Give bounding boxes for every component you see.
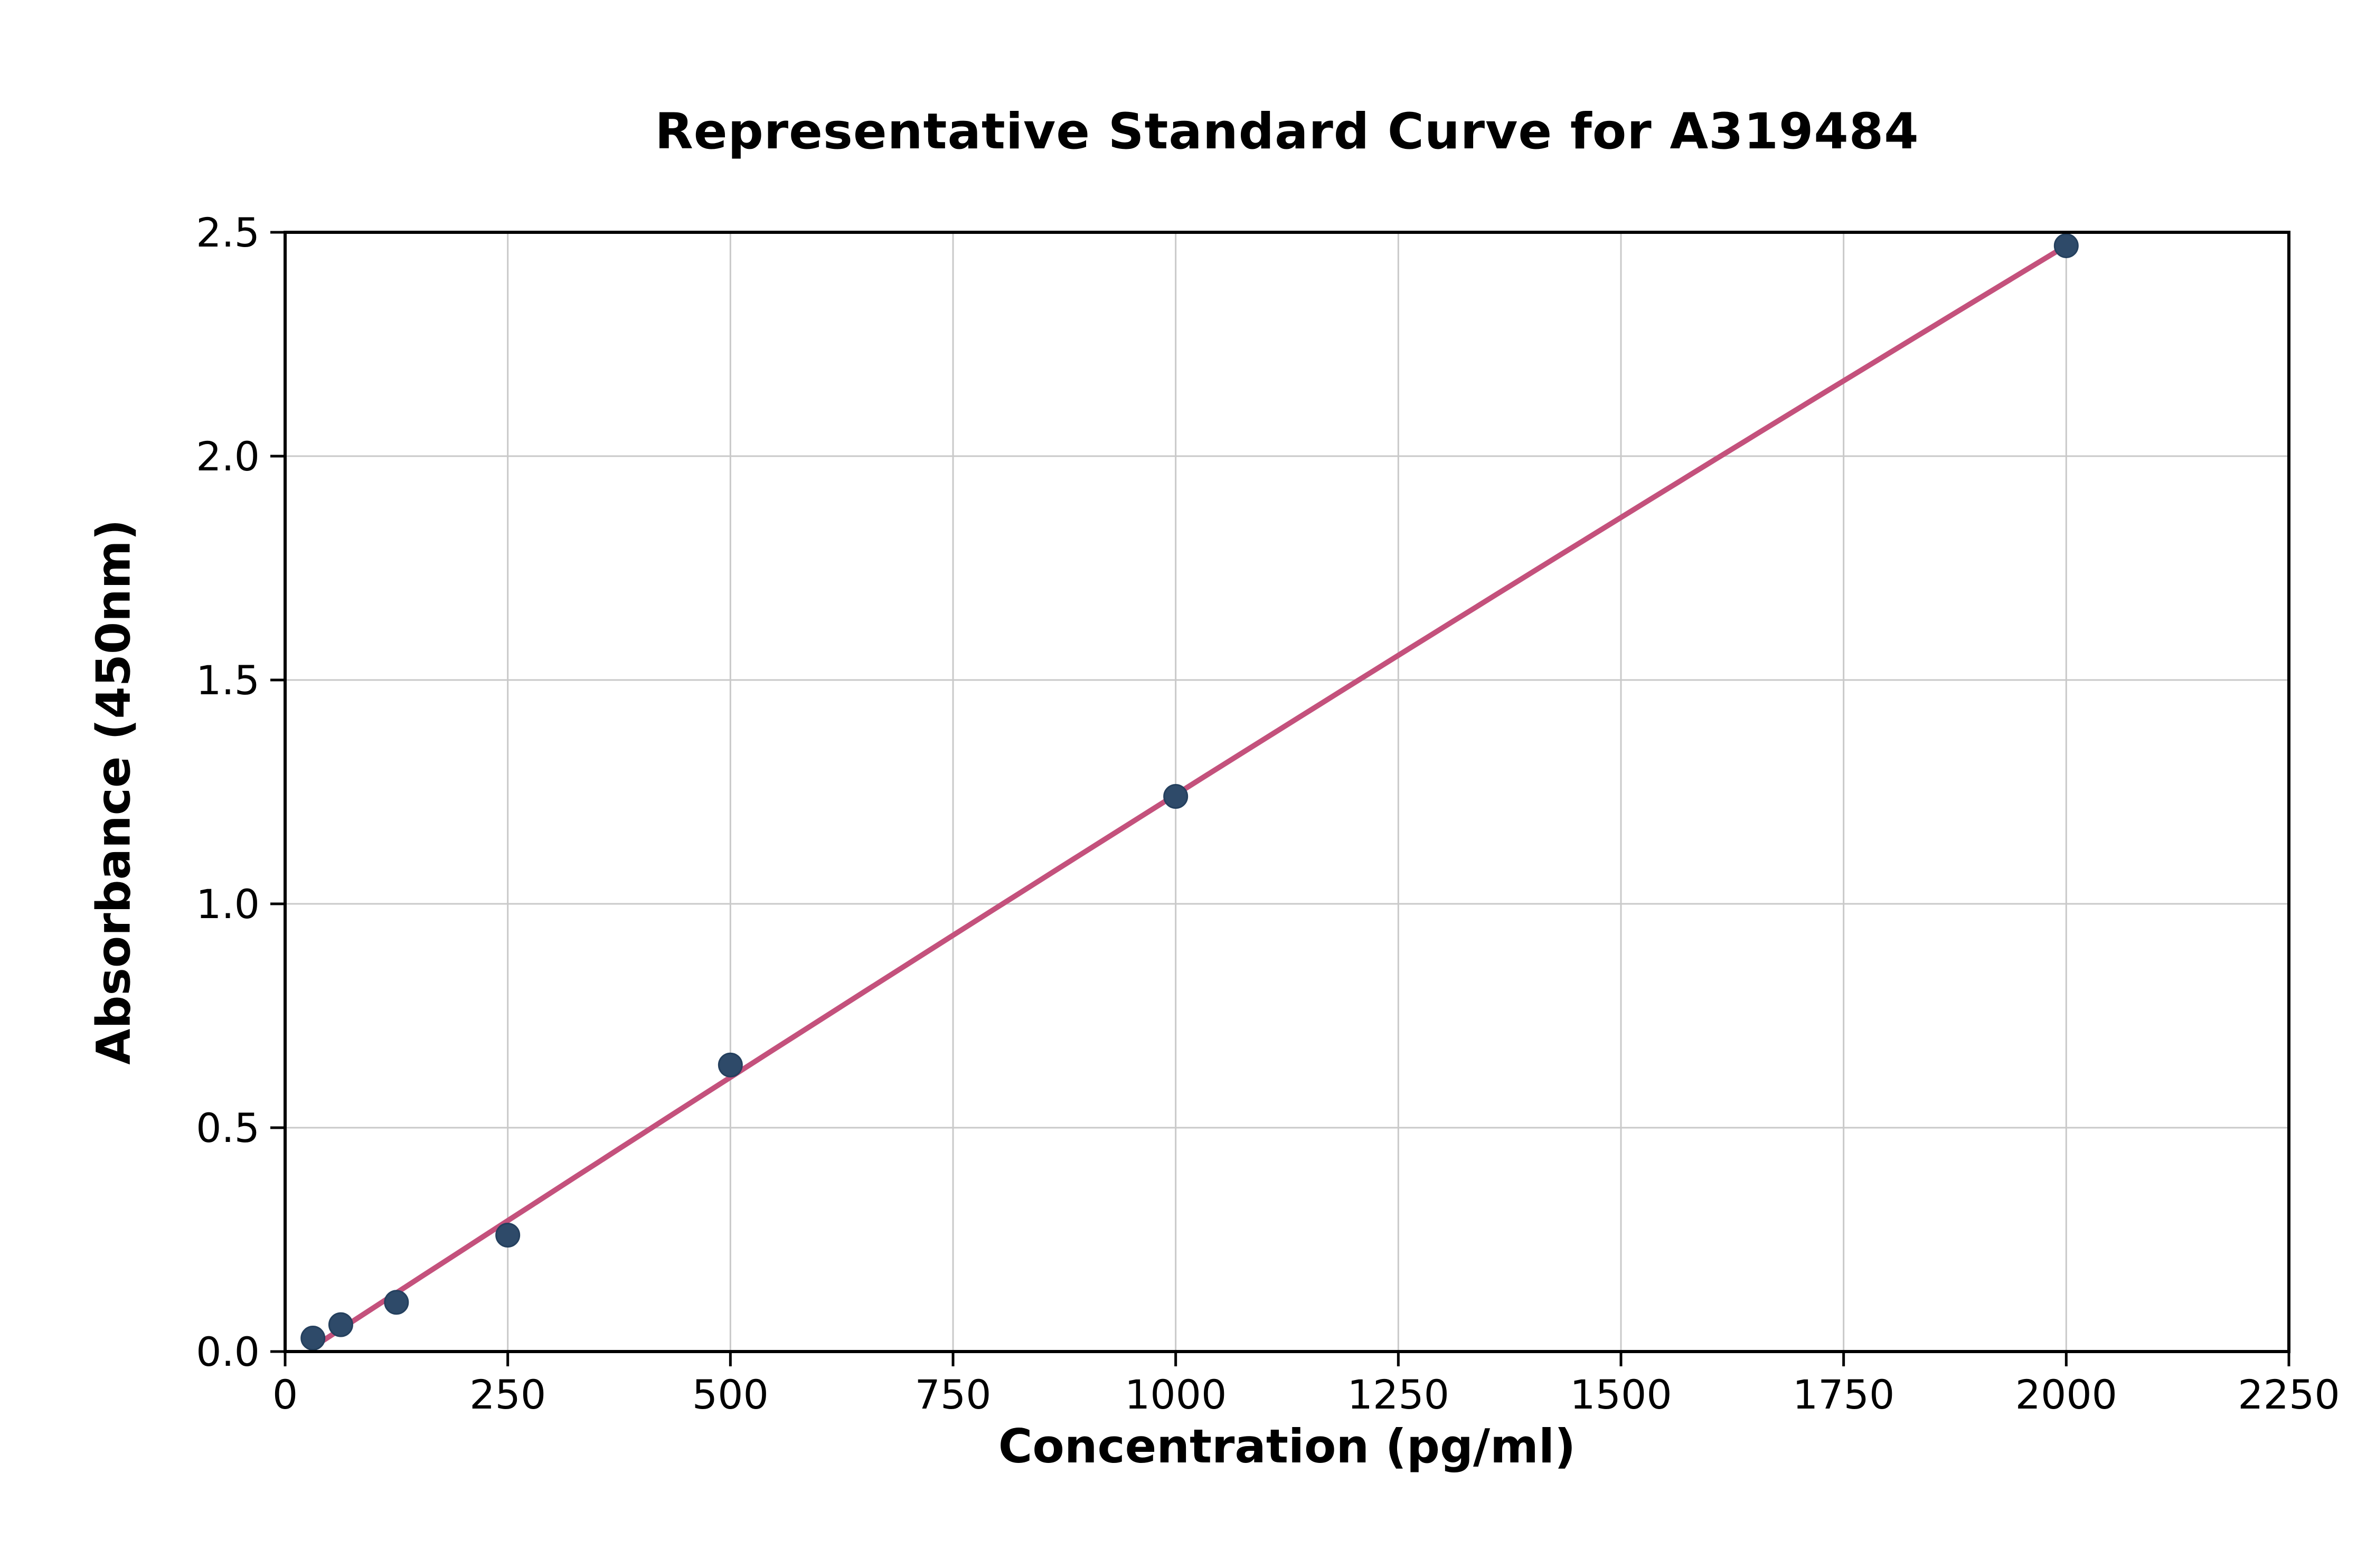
x-tick-label: 1500 [1570,1371,1672,1418]
x-tick-label: 1750 [1793,1371,1894,1418]
x-tick-label: 250 [469,1371,546,1418]
data-point [718,1052,743,1078]
data-point [300,1326,326,1351]
data-point [2053,233,2079,258]
y-tick-label: 1.5 [196,657,260,704]
x-tick-label: 2250 [2238,1371,2340,1418]
y-tick-label: 2.5 [196,209,260,256]
x-tick-label: 1250 [1347,1371,1449,1418]
x-tick-label: 0 [272,1371,298,1418]
fit-line [310,243,2069,1350]
data-point [1163,783,1189,809]
data-point [328,1312,353,1337]
axis-box [284,231,2290,1353]
x-tick-label: 750 [914,1371,991,1418]
y-tick-label: 0.5 [196,1104,260,1151]
data-point [495,1223,521,1248]
x-tick-label: 1000 [1125,1371,1227,1418]
y-tick-label: 1.0 [196,881,260,928]
y-tick-label: 0.0 [196,1328,260,1375]
chart-title: Representative Standard Curve for A31948… [655,103,1919,160]
x-tick-label: 500 [692,1371,769,1418]
data-point [384,1290,409,1315]
y-tick-label: 2.0 [196,433,260,480]
x-axis-label: Concentration (pg/ml) [998,1419,1576,1473]
x-tick-label: 2000 [2015,1371,2117,1418]
